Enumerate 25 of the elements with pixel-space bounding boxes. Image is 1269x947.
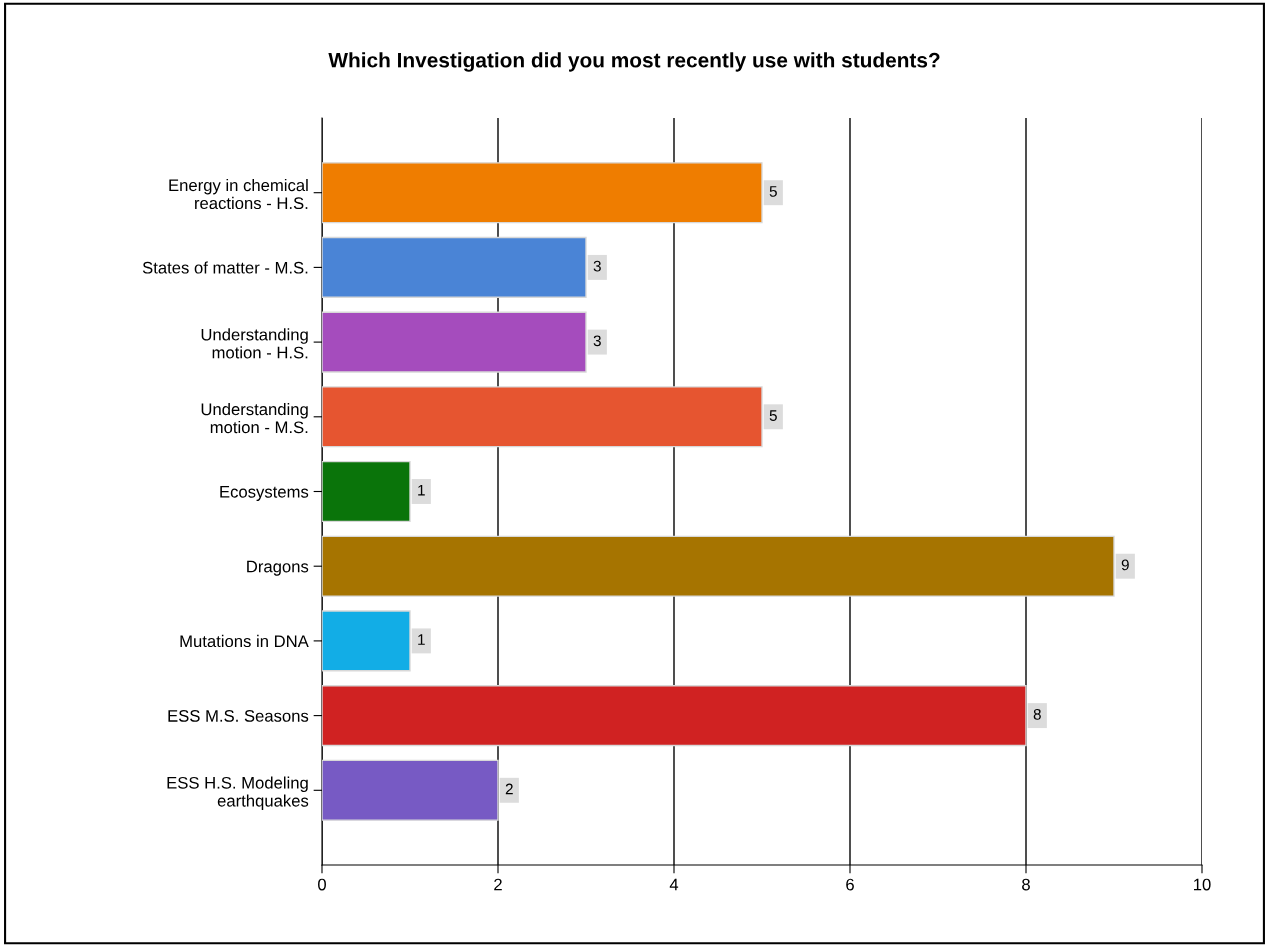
x-tick-label: 10 (1194, 878, 1211, 891)
x-tick-label: 2 (494, 878, 502, 891)
chart-title: Which Investigation did you most recently use with students? (328, 52, 940, 72)
data-label: 5 (769, 186, 777, 197)
y-tick-label: ESS M.S. Seasons (168, 710, 309, 722)
data-label: 2 (505, 783, 513, 795)
data-label: 1 (418, 634, 425, 645)
x-tick-label: 8 (1022, 878, 1030, 891)
data-label: 3 (593, 260, 601, 272)
y-tick-label: Mutations in DNA (180, 634, 309, 648)
data-label: 5 (769, 410, 777, 421)
y-tick-label: States of matter - M.S. (142, 261, 308, 274)
y-tick-label: ESS H.S. Modeling earthquakes (167, 776, 309, 810)
x-tick-label: 6 (846, 878, 854, 891)
data-label: 3 (593, 335, 601, 347)
y-tick-label: Ecosystems (220, 486, 309, 501)
y-tick-label: Energy in chemical reactions - H.S. (169, 178, 308, 210)
x-tick-label: 4 (669, 878, 679, 891)
data-label: 1 (418, 484, 425, 496)
y-tick-label: Understanding motion - H.S. (201, 328, 308, 359)
data-label: 8 (1033, 708, 1041, 720)
x-tick-label: 0 (318, 878, 326, 891)
data-label: 9 (1121, 559, 1129, 571)
y-tick-label: Dragons (247, 560, 309, 576)
y-tick-label: Understanding motion - M.S. (201, 402, 308, 434)
